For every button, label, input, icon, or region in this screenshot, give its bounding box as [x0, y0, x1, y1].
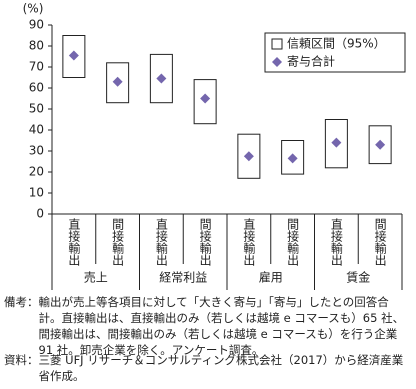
y-tick-label: 20: [29, 165, 44, 179]
y-tick-label: 80: [29, 39, 44, 53]
legend-box: [264, 32, 406, 73]
point: [243, 151, 254, 162]
note-text: 輸出が売上等各項目に対して「大きく寄与」「寄与」したとの回答合計。直接輸出は、直…: [38, 295, 405, 357]
point: [156, 73, 167, 84]
legend-swatch: [271, 38, 283, 50]
y-tick-label: 0: [36, 207, 44, 221]
point: [331, 137, 342, 148]
point: [68, 50, 79, 61]
point: [375, 139, 386, 150]
y-tick-label: 90: [29, 18, 44, 32]
point: [200, 93, 211, 104]
group-label: 賃金: [346, 270, 370, 285]
x-tick-label: 間接輸出: [198, 218, 212, 266]
y-tick-label: 70: [29, 60, 44, 74]
point: [287, 153, 298, 164]
group-label: 雇用: [259, 270, 283, 285]
x-tick-label: 間接輸出: [111, 218, 125, 266]
y-axis-label: (%): [23, 2, 44, 16]
point: [112, 76, 123, 87]
group-label: 売上: [84, 270, 108, 285]
note-label: 備考：: [4, 295, 39, 309]
x-tick-label: 直接輸出: [67, 218, 81, 266]
y-tick-label: 40: [29, 123, 44, 137]
x-tick-label: 間接輸出: [286, 218, 300, 266]
y-tick-label: 10: [29, 186, 44, 200]
x-tick-label: 直接輸出: [329, 218, 343, 266]
note: 備考： 輸出が売上等各項目に対して「大きく寄与」「寄与」したとの回答合計。直接輸…: [4, 294, 410, 358]
legend-label: 寄与合計: [287, 54, 335, 69]
source: 資料： 三菱 UFJ リサーチ＆コンサルティング株式会社（2017）から経済産業…: [4, 352, 410, 384]
y-tick-label: 60: [29, 81, 44, 95]
chart: (%) 0 10 20 30 40 50 60 70 80 90 直接輸出 間接輸出 直接輸出 間接輸出 直…: [23, 2, 406, 290]
x-tick-label: 直接輸出: [154, 218, 168, 266]
y-tick-label: 30: [29, 144, 44, 158]
x-tick-label: 間接輸出: [373, 218, 387, 266]
source-label: 資料：: [4, 353, 39, 367]
source-text: 三菱 UFJ リサーチ＆コンサルティング株式会社（2017）から経済産業省作成。: [38, 353, 404, 383]
group-label: 経常利益: [159, 271, 207, 285]
legend-swatch: [272, 57, 282, 67]
legend-label: 信頼区間（95%）: [287, 37, 386, 51]
x-tick-label: 直接輸出: [242, 218, 256, 266]
y-tick-label: 50: [29, 102, 44, 116]
